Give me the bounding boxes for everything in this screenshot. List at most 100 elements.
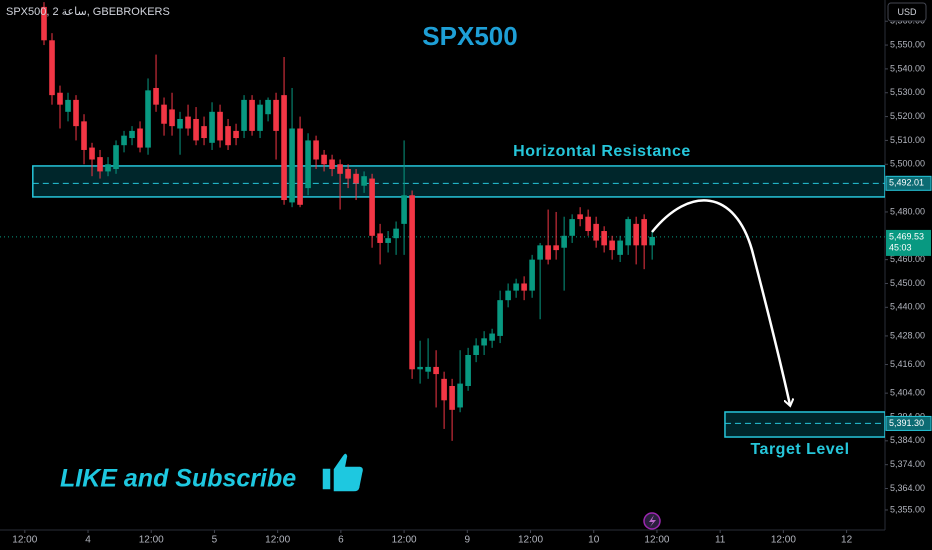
candle-body: [57, 92, 63, 105]
y-tick-label: 5,428.00: [890, 330, 925, 340]
candle-body: [457, 383, 463, 408]
candle-body: [577, 214, 583, 220]
zone-label: Horizontal Resistance: [513, 143, 691, 160]
candle-body: [393, 228, 399, 239]
y-tick-label: 5,450.00: [890, 278, 925, 288]
x-tick-label: 12:00: [644, 535, 669, 546]
x-tick-label: 10: [588, 535, 600, 546]
x-tick-label: 6: [338, 535, 344, 546]
y-tick-label: 5,520.00: [890, 111, 925, 121]
y-tick-label: 5,384.00: [890, 435, 925, 445]
candle-body: [209, 111, 215, 143]
candle-body: [553, 245, 559, 251]
candle-body: [401, 195, 407, 224]
candle-body: [273, 99, 279, 131]
symbol-label: SPX500, 2 ساعة, GBEBROKERS: [6, 6, 170, 18]
candle-body: [73, 99, 79, 127]
candle-body: [177, 118, 183, 129]
currency-button[interactable]: [887, 2, 927, 22]
candle-body: [321, 154, 327, 165]
candle-body: [313, 140, 319, 160]
candle-body: [185, 116, 191, 129]
candle-body: [385, 238, 391, 243]
candle-body: [449, 385, 455, 410]
candle-body: [473, 345, 479, 356]
candle-body: [337, 164, 343, 174]
candle-body: [297, 128, 303, 205]
candle-body: [537, 245, 543, 260]
candle-body: [545, 245, 551, 260]
candle-body: [409, 195, 415, 370]
candle-body: [497, 300, 503, 336]
y-tick-label: 5,550.00: [890, 39, 925, 49]
candle-body: [529, 259, 535, 291]
candle-body: [585, 216, 591, 232]
candle-body: [113, 145, 119, 170]
candle-body: [249, 99, 255, 131]
candle-body: [369, 178, 375, 236]
candle-body: [129, 130, 135, 139]
x-tick-label: 4: [85, 535, 91, 546]
candle-body: [617, 240, 623, 255]
zone: [32, 165, 885, 198]
y-tick-label: 5,364.00: [890, 483, 925, 493]
candle-body: [593, 223, 599, 241]
candle-body: [417, 366, 423, 370]
x-tick-label: 12:00: [12, 535, 37, 546]
candle-body: [169, 109, 175, 127]
annotation: LIKE and Subscribe: [60, 465, 296, 493]
candle-body: [353, 173, 359, 184]
candle-body: [41, 6, 47, 41]
y-tick-label: 5,440.00: [890, 302, 925, 312]
alert-icon[interactable]: [643, 512, 661, 530]
candle-body: [49, 40, 55, 96]
x-tick-label: 11: [715, 535, 726, 546]
countdown-label: 45:03: [889, 242, 912, 252]
candle-body: [505, 290, 511, 301]
candle-body: [257, 104, 263, 131]
candle-body: [649, 236, 655, 246]
candle-body: [281, 95, 287, 201]
plot-area: [0, 2, 885, 441]
x-tick-label: 9: [465, 535, 471, 546]
candle-body: [641, 219, 647, 246]
y-tick-label: 5,540.00: [890, 63, 925, 73]
zone-label: Target Level: [750, 441, 849, 458]
candle-body: [233, 130, 239, 139]
x-tick-label: 5: [212, 535, 218, 546]
candle-body: [345, 169, 351, 179]
candle-body: [625, 219, 631, 246]
candle-body: [225, 126, 231, 146]
x-tick-label: 12: [841, 535, 853, 546]
y-tick-label: 5,374.00: [890, 459, 925, 469]
candle-body: [201, 126, 207, 139]
candle-body: [329, 159, 335, 170]
candle-body: [137, 128, 143, 148]
y-tick-label: 5,510.00: [890, 135, 925, 145]
candle-body: [601, 231, 607, 246]
candle-body: [633, 223, 639, 246]
price-tag: [885, 415, 932, 431]
candle-body: [65, 99, 71, 112]
y-tick-label: 5,500.00: [890, 159, 925, 169]
last-price-tag: [886, 229, 931, 256]
candle-body: [481, 338, 487, 346]
y-tick-label: 5,460.00: [890, 254, 925, 264]
candle-body: [465, 355, 471, 386]
candle-body: [489, 333, 495, 341]
candle-body: [433, 366, 439, 375]
zone: [724, 411, 885, 438]
price-tag-label: 5,492.01: [889, 178, 924, 188]
x-tick-label: 12:00: [139, 535, 164, 546]
currency-label[interactable]: USD: [897, 7, 917, 17]
candle-body: [97, 157, 103, 172]
chart-title: SPX500: [422, 21, 517, 51]
candle-body: [521, 283, 527, 291]
candle-body: [121, 135, 127, 146]
candle-body: [425, 366, 431, 372]
price-tag: [885, 175, 932, 191]
thumbs-up-icon: [321, 452, 365, 493]
x-tick-label: 12:00: [265, 535, 290, 546]
